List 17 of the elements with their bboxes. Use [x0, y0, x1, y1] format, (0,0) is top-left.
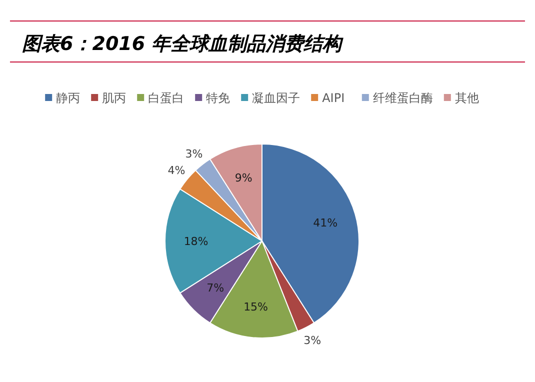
- data-label: 3%: [304, 334, 322, 347]
- data-label: 7%: [206, 282, 224, 295]
- legend-label: 纤维蛋白酶: [372, 91, 433, 105]
- data-label: 9%: [234, 172, 252, 185]
- data-label: 18%: [184, 235, 208, 248]
- legend-label: 特免: [206, 91, 230, 105]
- legend-label: 凝血因子: [252, 91, 300, 105]
- data-label: 15%: [244, 300, 268, 314]
- chart-title: 图表6：2016 年全球血制品消费结构: [22, 33, 344, 55]
- legend-label: 静丙: [56, 91, 80, 105]
- legend-label: AIPI: [322, 91, 345, 105]
- legend-label: 其他: [454, 91, 479, 105]
- legend-label: 白蛋白: [148, 91, 184, 105]
- data-label: 3%: [185, 147, 203, 160]
- data-label: 41%: [313, 216, 338, 230]
- data-label: 4%: [168, 164, 186, 178]
- legend-label: 肌丙: [102, 91, 126, 105]
